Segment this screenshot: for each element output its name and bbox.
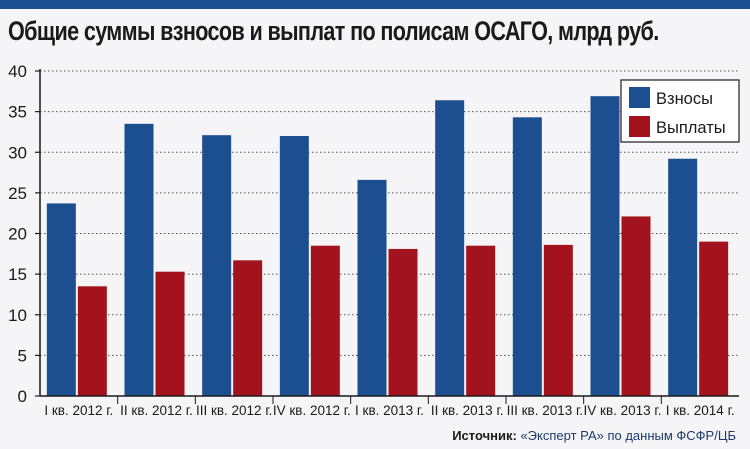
source-label: Источник:	[452, 428, 517, 443]
legend-label: Выплаты	[656, 119, 726, 137]
bar-series-1	[668, 158, 698, 396]
x-tick-label: II кв. 2012 г.	[120, 403, 193, 418]
bar-series-1	[202, 135, 232, 396]
bar-series-2	[621, 216, 651, 396]
y-tick-label: 5	[18, 346, 27, 365]
source-note: Источник: «Эксперт РА» по данным ФСФР/ЦБ	[452, 428, 736, 443]
source-text: «Эксперт РА» по данным ФСФР/ЦБ	[520, 428, 736, 443]
bar-series-2	[699, 241, 729, 396]
legend-label: Взносы	[656, 90, 713, 108]
bar-series-1	[590, 96, 620, 396]
x-tick-label: IV кв. 2012 г.	[273, 403, 351, 418]
bar-series-2	[543, 244, 573, 396]
x-tick-label: III кв. 2012 г.	[196, 403, 272, 418]
y-tick-label: 30	[8, 143, 27, 162]
bar-series-2	[155, 271, 185, 396]
x-tick-label: I кв. 2014 г.	[666, 403, 735, 418]
bar-series-2	[388, 248, 418, 396]
bars	[46, 96, 729, 396]
bar-series-2	[310, 245, 340, 396]
bar-series-2	[77, 286, 107, 396]
bar-series-1	[124, 123, 154, 396]
y-tick-label: 0	[18, 387, 27, 406]
bar-series-1	[512, 117, 542, 396]
bar-series-1	[435, 100, 465, 396]
y-tick-label: 40	[8, 62, 27, 81]
y-tick-label: 10	[8, 306, 27, 325]
x-tick-label: II кв. 2013 г.	[431, 403, 504, 418]
y-tick-label: 20	[8, 225, 27, 244]
y-tick-label: 35	[8, 103, 27, 122]
chart-title: Общие суммы взносов и выплат по полисам …	[8, 16, 659, 46]
x-tick-label: I кв. 2013 г.	[355, 403, 424, 418]
bar-series-1	[279, 136, 309, 396]
bar-series-2	[233, 260, 263, 396]
top-rule	[0, 0, 750, 9]
legend-swatch	[629, 87, 650, 108]
y-tick-label: 25	[8, 184, 27, 203]
y-tick-label: 15	[8, 265, 27, 284]
x-tick-label: IV кв. 2013 г.	[584, 403, 662, 418]
bar-series-2	[466, 245, 496, 396]
legend-swatch	[629, 116, 650, 137]
bar-series-1	[46, 203, 76, 396]
x-tick-label: III кв. 2013 г.	[507, 403, 583, 418]
legend: Взносы Выплаты	[620, 79, 740, 143]
bar-series-1	[357, 179, 387, 396]
x-tick-label: I кв. 2012 г.	[44, 403, 113, 418]
axes: 0 5 10 15 20 25 30 35 40 I кв. 2012 г. II кв. 2012…	[8, 62, 739, 418]
